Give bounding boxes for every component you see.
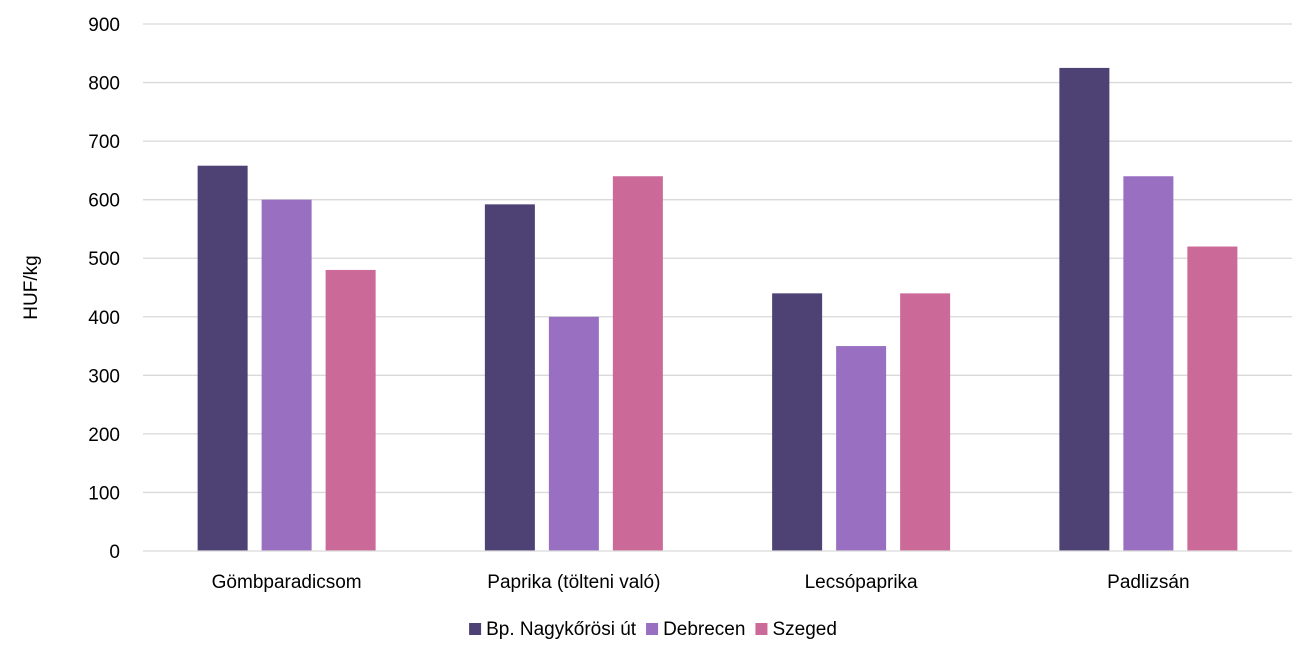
bar: [1059, 67, 1110, 552]
y-axis-ticks: 0 100 200 300 400 500 600 700 800 900: [88, 15, 120, 563]
bar: [772, 293, 823, 551]
legend-item: Szeged: [755, 619, 837, 640]
legend-swatch: [646, 623, 659, 635]
y-tick-label: 900: [88, 15, 120, 36]
bar: [261, 199, 312, 551]
x-tick-label: Padlizsán: [1107, 572, 1189, 593]
x-tick-label: Gömbparadicsom: [212, 572, 362, 593]
x-axis-ticks: Gömbparadicsom Paprika (tölteni való) Lecs…: [212, 572, 1190, 593]
y-tick-label: 200: [88, 425, 120, 446]
y-tick-label: 500: [88, 249, 120, 270]
bar: [1187, 246, 1238, 551]
bar: [197, 165, 248, 551]
legend-label: Bp. Nagykőrösi út: [486, 619, 637, 640]
legend-item: Debrecen: [646, 619, 745, 640]
bar: [612, 176, 663, 551]
gridlines: [143, 23, 1292, 494]
y-tick-label: 700: [88, 132, 120, 153]
legend-label: Szeged: [772, 619, 836, 640]
legend-swatch: [469, 623, 482, 635]
bars: [197, 67, 1238, 552]
legend-swatch: [755, 623, 768, 635]
y-tick-label: 100: [88, 483, 120, 504]
legend-label: Debrecen: [663, 619, 745, 640]
y-tick-label: 800: [88, 74, 120, 95]
x-tick-label: Paprika (tölteni való): [487, 572, 660, 593]
bar: [836, 346, 887, 551]
y-tick-label: 300: [88, 366, 120, 387]
y-axis-title: HUF/kg: [21, 255, 42, 319]
x-tick-label: Lecsópaprika: [805, 572, 918, 593]
legend: Bp. Nagykőrösi út Debrecen Szeged: [469, 619, 837, 640]
bar: [325, 269, 376, 551]
y-tick-label: 0: [109, 542, 120, 563]
bar: [1123, 176, 1174, 551]
y-tick-label: 600: [88, 191, 120, 212]
bar: [484, 204, 535, 551]
y-tick-label: 400: [88, 308, 120, 329]
legend-item: Bp. Nagykőrösi út: [469, 619, 637, 640]
bar: [900, 293, 951, 551]
bar: [548, 316, 599, 551]
